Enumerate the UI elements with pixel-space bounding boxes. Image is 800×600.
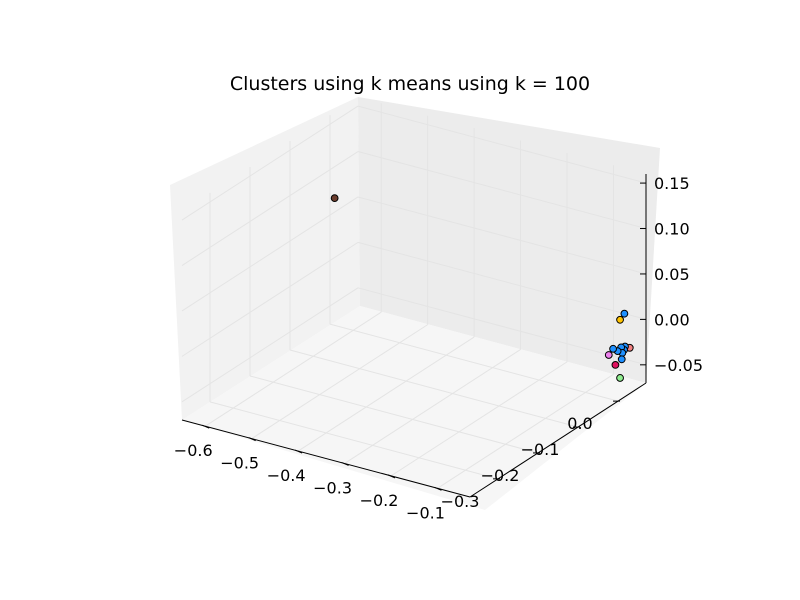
y-grid-floor-3 — [329, 323, 619, 402]
z-grid-left-3 — [181, 151, 359, 266]
z-grid-back-0 — [357, 287, 647, 366]
x-tick-label-0: −0.6 — [174, 441, 213, 460]
y-grid-floor-1 — [249, 375, 539, 454]
y-grid-floor-2 — [289, 349, 579, 428]
data-point-1 — [620, 309, 629, 318]
axes — [181, 174, 647, 498]
x-tick-label-4: −0.2 — [360, 491, 399, 510]
y-axis-line — [469, 382, 647, 498]
x-tick-label-5: −0.1 — [406, 503, 445, 522]
x-grid-floor-2 — [297, 336, 475, 452]
x-tick-label-2: −0.4 — [267, 466, 306, 485]
z-tick-label-3: 0.10 — [654, 220, 690, 239]
x-grid-floor-4 — [390, 361, 568, 477]
x-grid-floor-1 — [251, 324, 428, 440]
x-tick-mark-5 — [434, 486, 442, 491]
z-grid-back-1 — [357, 241, 647, 320]
z-grid-back-3 — [357, 151, 647, 230]
x-axis-line — [181, 419, 471, 498]
left-pane — [170, 97, 360, 420]
data-point-10 — [604, 351, 613, 359]
x-tick-mark-4 — [387, 474, 396, 479]
x-tick-label-3: −0.3 — [313, 478, 352, 497]
x-grid-floor-5 — [437, 373, 614, 489]
y-tick-label-3: 0.0 — [567, 414, 592, 433]
x-tick-mark-0 — [202, 424, 210, 429]
y-axis-ticks: −0.3−0.2−0.1 0.0 — [441, 400, 620, 511]
z-grid-left-2 — [181, 196, 359, 312]
back-pane — [358, 97, 660, 383]
z-grid-back-2 — [357, 196, 647, 275]
x-tick-mark-3 — [341, 462, 349, 466]
z-tick-label-1: 0.00 — [654, 310, 690, 329]
y-grid-floor-0 — [209, 401, 499, 480]
z-tick-label-0: −0.05 — [654, 356, 703, 375]
y-tick-label-2: −0.1 — [521, 440, 560, 459]
data-points — [330, 194, 634, 382]
z-tick-label-4: 0.15 — [654, 174, 690, 193]
data-point-2 — [616, 315, 624, 324]
axis-panes — [170, 97, 660, 510]
chart-title: Clusters using k means using k = 100 — [230, 73, 590, 95]
z-grid-left-0 — [181, 287, 359, 403]
data-point-11 — [617, 355, 626, 364]
x-grid-floor-3 — [344, 349, 521, 464]
z-axis-ticks: −0.05 0.00 0.05 0.10 0.15 — [640, 174, 703, 375]
y-tick-label-1: −0.2 — [481, 466, 520, 485]
z-tick-label-2: 0.05 — [654, 265, 690, 284]
x-grid-floor-0 — [204, 311, 382, 427]
data-point-13 — [616, 374, 624, 382]
x-tick-label-1: −0.5 — [220, 454, 259, 473]
z-grid-left-4 — [181, 105, 359, 221]
x-axis-ticks: −0.6 −0.5 −0.4 −0.3 −0.2 −0.1 — [174, 424, 445, 522]
x-tick-mark-2 — [294, 449, 303, 454]
data-point-9 — [609, 344, 617, 353]
y-tick-label-0: −0.3 — [441, 492, 480, 511]
data-point-12 — [611, 361, 620, 369]
x-tick-mark-1 — [248, 437, 256, 442]
data-point-0 — [330, 194, 339, 203]
z-grid-back-4 — [357, 105, 647, 184]
gridlines — [181, 103, 647, 489]
floor-pane — [182, 306, 646, 510]
z-grid-left-1 — [181, 241, 359, 357]
